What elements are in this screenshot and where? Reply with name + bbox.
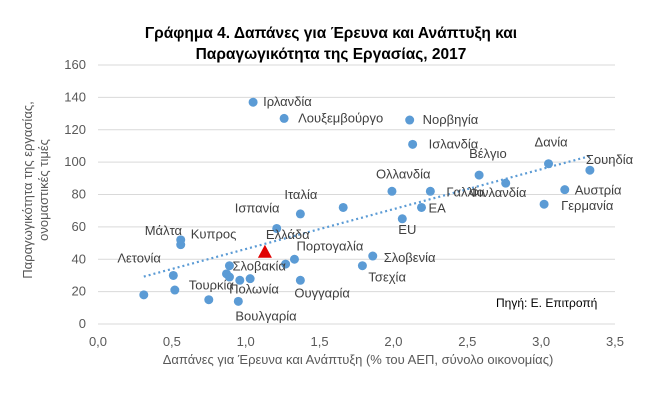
x-axis-ticks: 0,0 0,5 1,0 1,5 2,0 2,5 3,0 3,5	[89, 334, 624, 349]
data-point	[170, 285, 180, 295]
point-label: Σλοβενία	[384, 250, 436, 265]
point-label: ΕΑ	[428, 200, 446, 215]
data-point	[425, 186, 435, 196]
y-axis-label-line-2: ονομαστικές τιμές	[36, 139, 51, 241]
data-point	[539, 199, 549, 209]
point-label-highlight: Ελλάδα	[266, 227, 310, 242]
x-tick-label: 1,5	[311, 334, 329, 349]
data-point	[405, 115, 415, 125]
point-label: Βέλγιο	[469, 146, 507, 161]
point-label: Σλοβακία	[232, 259, 286, 274]
data-point	[176, 240, 186, 250]
y-tick-label: 0	[79, 316, 86, 331]
y-tick-label: 140	[64, 89, 86, 104]
point-label: Ολλανδία	[376, 166, 431, 181]
point-label: Ιταλία	[284, 187, 317, 202]
point-label: Τουρκία	[189, 277, 235, 292]
data-point	[279, 113, 289, 123]
data-point	[289, 254, 299, 264]
point-label: Ισπανία	[235, 200, 280, 215]
data-point	[397, 214, 407, 224]
y-tick-label: 80	[72, 187, 86, 202]
data-points	[139, 97, 595, 306]
point-label: Γερμανία	[561, 198, 614, 213]
trend-line	[143, 155, 591, 278]
data-point	[245, 274, 255, 284]
x-tick-label: 1,0	[237, 334, 255, 349]
data-point	[272, 223, 282, 233]
y-tick-label: 40	[72, 251, 86, 266]
y-tick-label: 160	[64, 57, 86, 72]
point-label: EU	[398, 222, 416, 237]
data-point	[338, 202, 348, 212]
point-label: Τσεχία	[368, 270, 406, 285]
point-label: Νορβηγία	[423, 112, 479, 127]
point-label: Δανία	[535, 135, 569, 150]
data-point	[387, 186, 397, 196]
point-label: Μάλτα	[145, 223, 183, 238]
data-point	[416, 202, 426, 212]
point-label: Αυστρία	[575, 183, 622, 198]
x-tick-label: 2,5	[458, 334, 476, 349]
point-label: Σουηδία	[586, 152, 634, 167]
data-point	[139, 290, 149, 300]
data-point	[204, 295, 214, 305]
data-point	[168, 270, 178, 280]
gridlines	[98, 64, 615, 325]
y-tick-label: 120	[64, 122, 86, 137]
data-point	[224, 272, 234, 282]
point-label: Ισλανδία	[429, 136, 479, 151]
x-tick-label: 3,0	[532, 334, 550, 349]
data-point	[357, 261, 367, 271]
point-label: Πολωνία	[229, 282, 279, 297]
x-axis-label: Δαπάνες για Έρευνα και Ανάπτυξη (% του Α…	[163, 352, 554, 367]
y-axis-label-line-1: Παραγωγικότητα της εργασίας,	[20, 101, 35, 278]
highlight-point-greece	[257, 244, 272, 258]
data-point	[368, 251, 378, 261]
point-label: Κυπρος	[191, 227, 237, 242]
x-tick-label: 0,0	[89, 334, 107, 349]
y-axis-ticks: 0 20 40 60 80 100 120 140 160	[64, 57, 86, 331]
x-tick-label: 0,5	[163, 334, 181, 349]
y-tick-label: 100	[64, 154, 86, 169]
data-point	[560, 185, 570, 195]
point-label: Λετονία	[117, 250, 161, 265]
source-note: Πηγή: Ε. Επιτροπή	[496, 296, 597, 310]
data-point	[248, 97, 258, 107]
x-tick-label: 3,5	[606, 334, 624, 349]
data-point	[295, 209, 305, 219]
data-point	[585, 165, 595, 175]
point-label: Γαλλία	[446, 184, 485, 199]
chart-title-line-2: Παραγωγικότητα της Εργασίας, 2017	[196, 46, 467, 63]
point-label: Βουλγαρία	[235, 308, 297, 323]
y-tick-label: 60	[72, 219, 86, 234]
point-label: Ιρλανδία	[263, 94, 312, 109]
data-point	[233, 296, 243, 306]
data-point	[544, 159, 554, 169]
data-point	[295, 275, 305, 285]
data-point	[224, 261, 234, 271]
data-point	[474, 170, 484, 180]
point-label: Φινλανδία	[469, 185, 527, 200]
point-label: Πορτογαλία	[296, 238, 363, 253]
data-point	[281, 259, 291, 269]
x-tick-label: 2,0	[384, 334, 402, 349]
data-point	[408, 139, 418, 149]
data-point	[501, 178, 511, 188]
point-label: Ουγγαρία	[294, 285, 350, 300]
point-label: Λουξεμβούργο	[298, 110, 383, 125]
y-tick-label: 20	[72, 284, 86, 299]
data-point	[235, 275, 245, 285]
chart-title-line-1: Γράφημα 4. Δαπάνες για Έρευνα και Ανάπτυ…	[145, 25, 517, 42]
